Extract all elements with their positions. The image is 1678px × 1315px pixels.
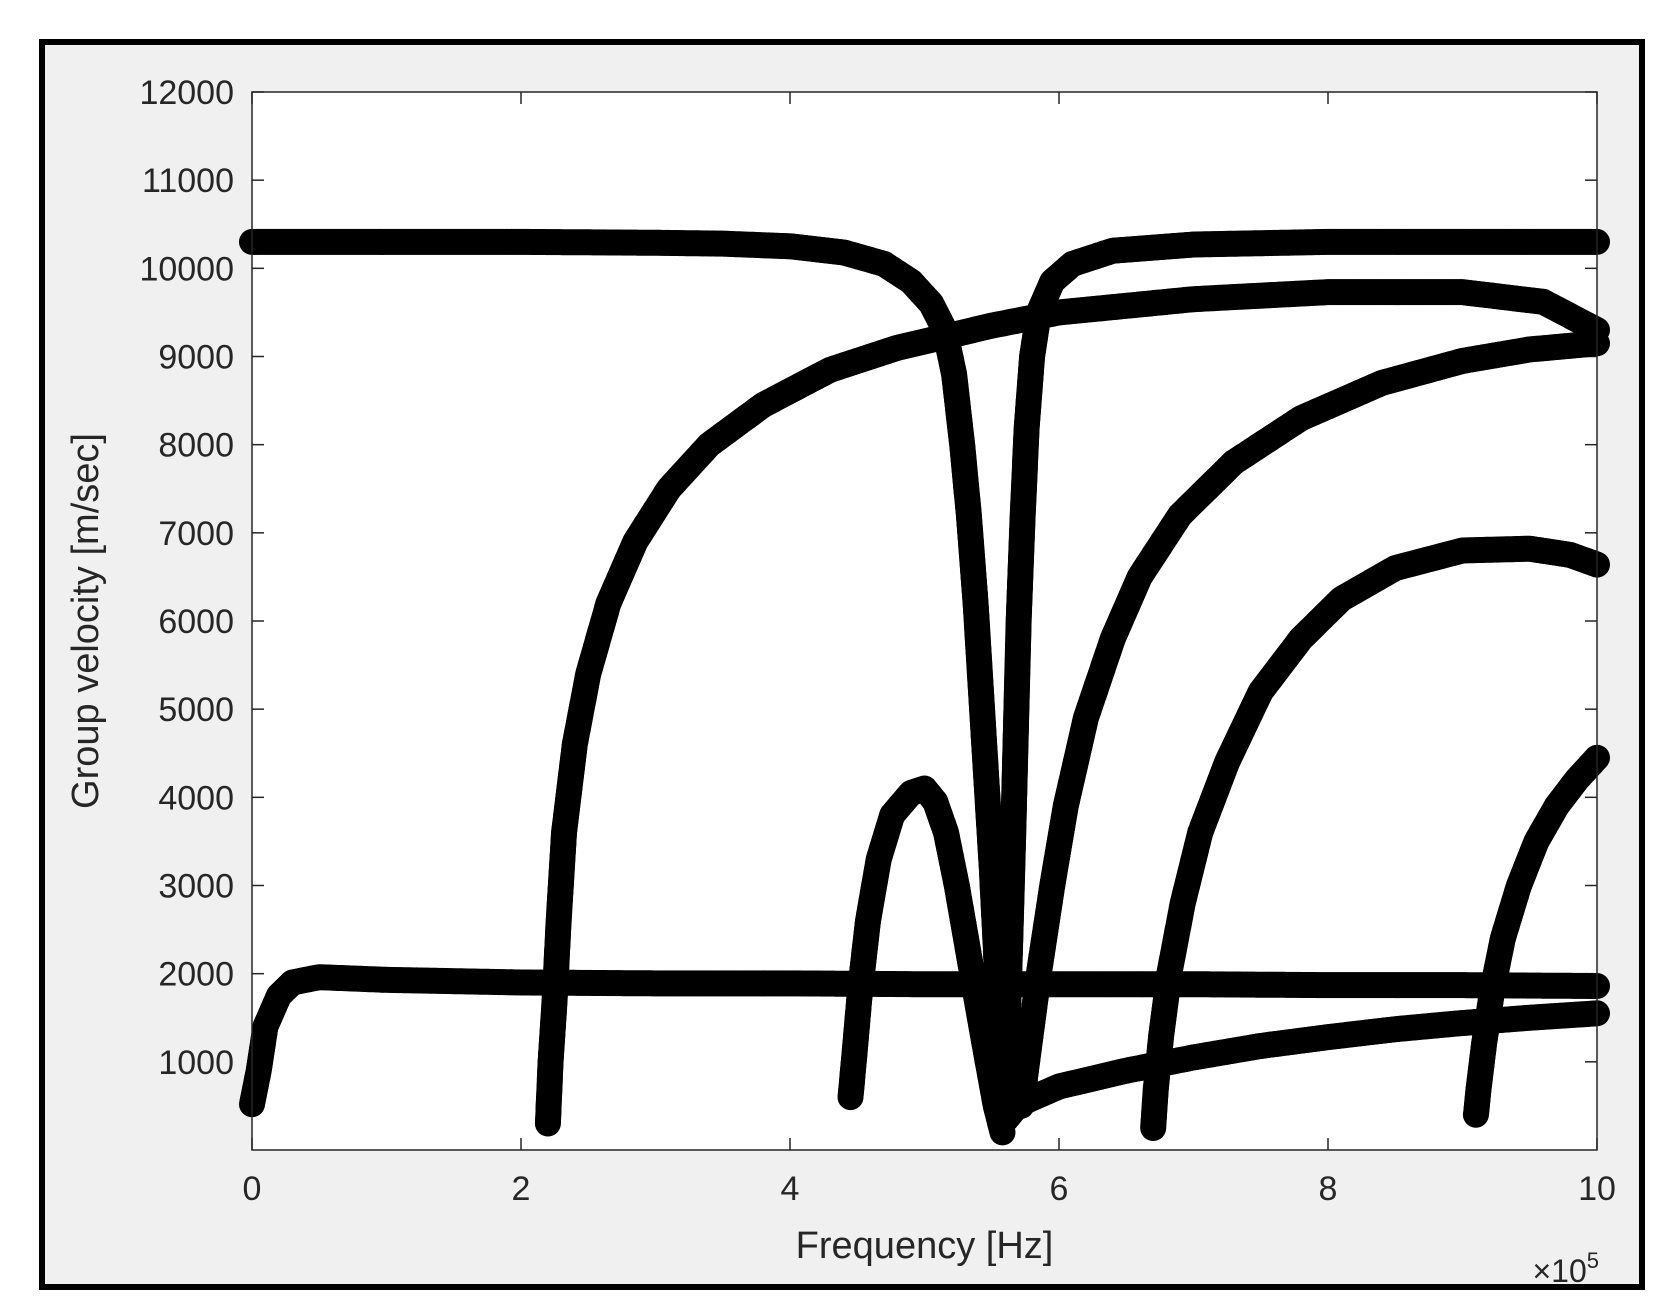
y-tick-label: 5000 <box>158 691 234 729</box>
series-8 <box>1462 744 1610 1128</box>
y-axis-label: Group velocity [m/sec] <box>65 433 107 809</box>
y-tick-label: 12000 <box>139 74 234 112</box>
series-4 <box>837 775 1016 1146</box>
x-tick-label: 0 <box>243 1170 262 1208</box>
series-2 <box>239 964 1610 1118</box>
x-axis-exponent-base: ×10 <box>1532 1253 1586 1289</box>
data-markers <box>239 228 1610 1146</box>
plot-frame <box>251 91 1598 1151</box>
series-7 <box>1140 535 1610 1141</box>
y-tick-label: 10000 <box>139 250 234 288</box>
x-axis-exponent: ×105 <box>1532 1248 1599 1289</box>
x-tick-label: 10 <box>1578 1170 1616 1208</box>
y-tick-label: 4000 <box>158 779 234 817</box>
series-3 <box>534 279 1610 1137</box>
x-tick-label: 2 <box>512 1170 531 1208</box>
y-tick-label: 9000 <box>158 339 234 377</box>
x-axis-exponent-power: 5 <box>1587 1248 1599 1273</box>
y-tick-label: 2000 <box>158 956 234 994</box>
y-tick-label: 8000 <box>158 427 234 465</box>
y-tick-label: 3000 <box>158 868 234 906</box>
y-tick-label: 1000 <box>158 1044 234 1082</box>
x-axis-label: Frequency [Hz] <box>796 1225 1054 1267</box>
x-tick-label: 8 <box>1319 1170 1338 1208</box>
x-tick-labels: 0 2 4 6 8 10 <box>243 1170 1616 1208</box>
series-6 <box>1008 330 1610 1119</box>
y-tick-label: 7000 <box>158 515 234 553</box>
y-tick-label: 11000 <box>142 162 234 200</box>
x-tick-label: 4 <box>781 1170 800 1208</box>
y-tick-labels: 1000 2000 3000 4000 5000 6000 7000 8000 9000 1000… <box>139 74 234 1082</box>
x-tick-label: 6 <box>1050 1170 1069 1208</box>
y-tick-label: 6000 <box>158 603 234 641</box>
